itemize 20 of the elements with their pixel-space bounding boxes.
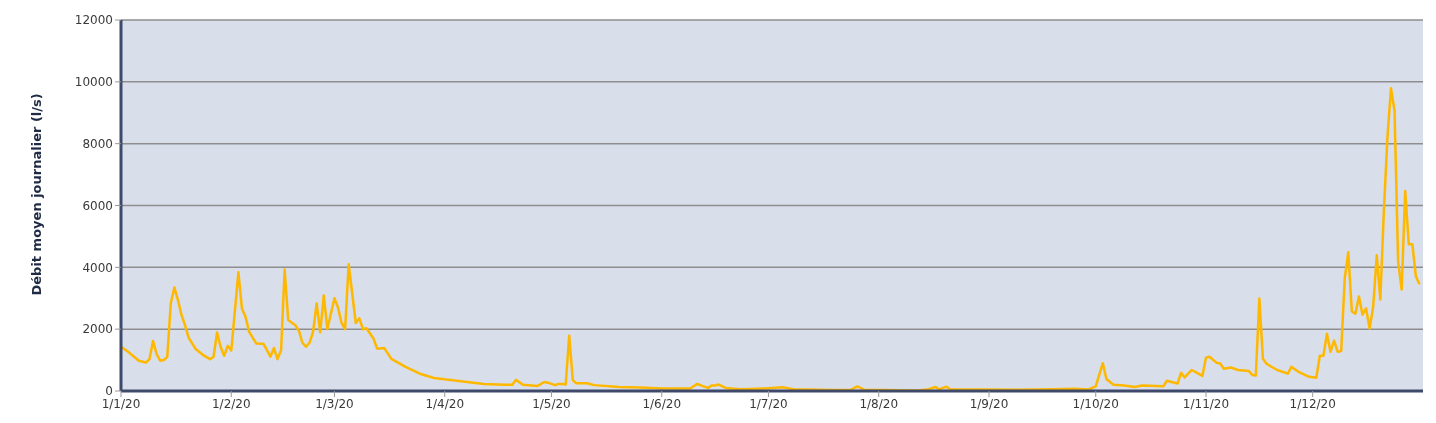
y-tick-label: 2000: [82, 322, 113, 337]
y-tick-label: 12000: [74, 13, 113, 28]
x-tick-label: 1/6/20: [642, 396, 682, 411]
x-tick-label: 1/4/20: [425, 396, 465, 411]
y-axis-title: Débit moyen journalier (l/s): [28, 93, 44, 296]
x-tick-label: 1/1/20: [101, 396, 141, 411]
x-tick-label: 1/9/20: [969, 396, 1009, 411]
x-tick-label: 1/11/20: [1182, 396, 1230, 411]
y-tick-label: 6000: [82, 198, 113, 213]
x-tick-label: 1/12/20: [1289, 396, 1336, 411]
x-tick-label: 1/3/20: [315, 396, 354, 411]
y-tick-label: 8000: [82, 136, 113, 151]
y-tick-label: 10000: [74, 75, 113, 90]
x-tick-label: 1/2/20: [211, 396, 251, 411]
x-tick-label: 1/5/20: [532, 396, 571, 411]
y-tick-label: 0: [105, 384, 113, 399]
x-tick-label: 1/10/20: [1072, 396, 1119, 411]
x-tick-label: 1/8/20: [859, 396, 899, 411]
x-tick-label: 1/7/20: [749, 396, 788, 411]
y-tick-label: 4000: [82, 260, 113, 275]
